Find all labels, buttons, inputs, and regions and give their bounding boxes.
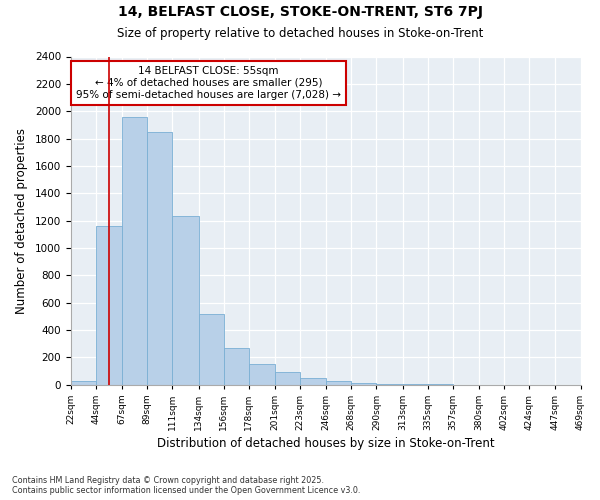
- X-axis label: Distribution of detached houses by size in Stoke-on-Trent: Distribution of detached houses by size …: [157, 437, 494, 450]
- Bar: [275, 372, 300, 384]
- Bar: [249, 364, 275, 384]
- Bar: [300, 378, 326, 384]
- Text: Contains HM Land Registry data © Crown copyright and database right 2025.
Contai: Contains HM Land Registry data © Crown c…: [12, 476, 361, 495]
- Bar: [224, 348, 249, 385]
- Bar: [96, 226, 122, 384]
- Text: Size of property relative to detached houses in Stoke-on-Trent: Size of property relative to detached ho…: [117, 28, 483, 40]
- Bar: [147, 132, 172, 384]
- Y-axis label: Number of detached properties: Number of detached properties: [15, 128, 28, 314]
- Bar: [326, 380, 352, 384]
- Text: 14, BELFAST CLOSE, STOKE-ON-TRENT, ST6 7PJ: 14, BELFAST CLOSE, STOKE-ON-TRENT, ST6 7…: [118, 5, 482, 19]
- Bar: [199, 314, 224, 384]
- Bar: [71, 381, 96, 384]
- Text: 14 BELFAST CLOSE: 55sqm
← 4% of detached houses are smaller (295)
95% of semi-de: 14 BELFAST CLOSE: 55sqm ← 4% of detached…: [76, 66, 341, 100]
- Bar: [122, 116, 147, 384]
- Bar: [172, 216, 199, 384]
